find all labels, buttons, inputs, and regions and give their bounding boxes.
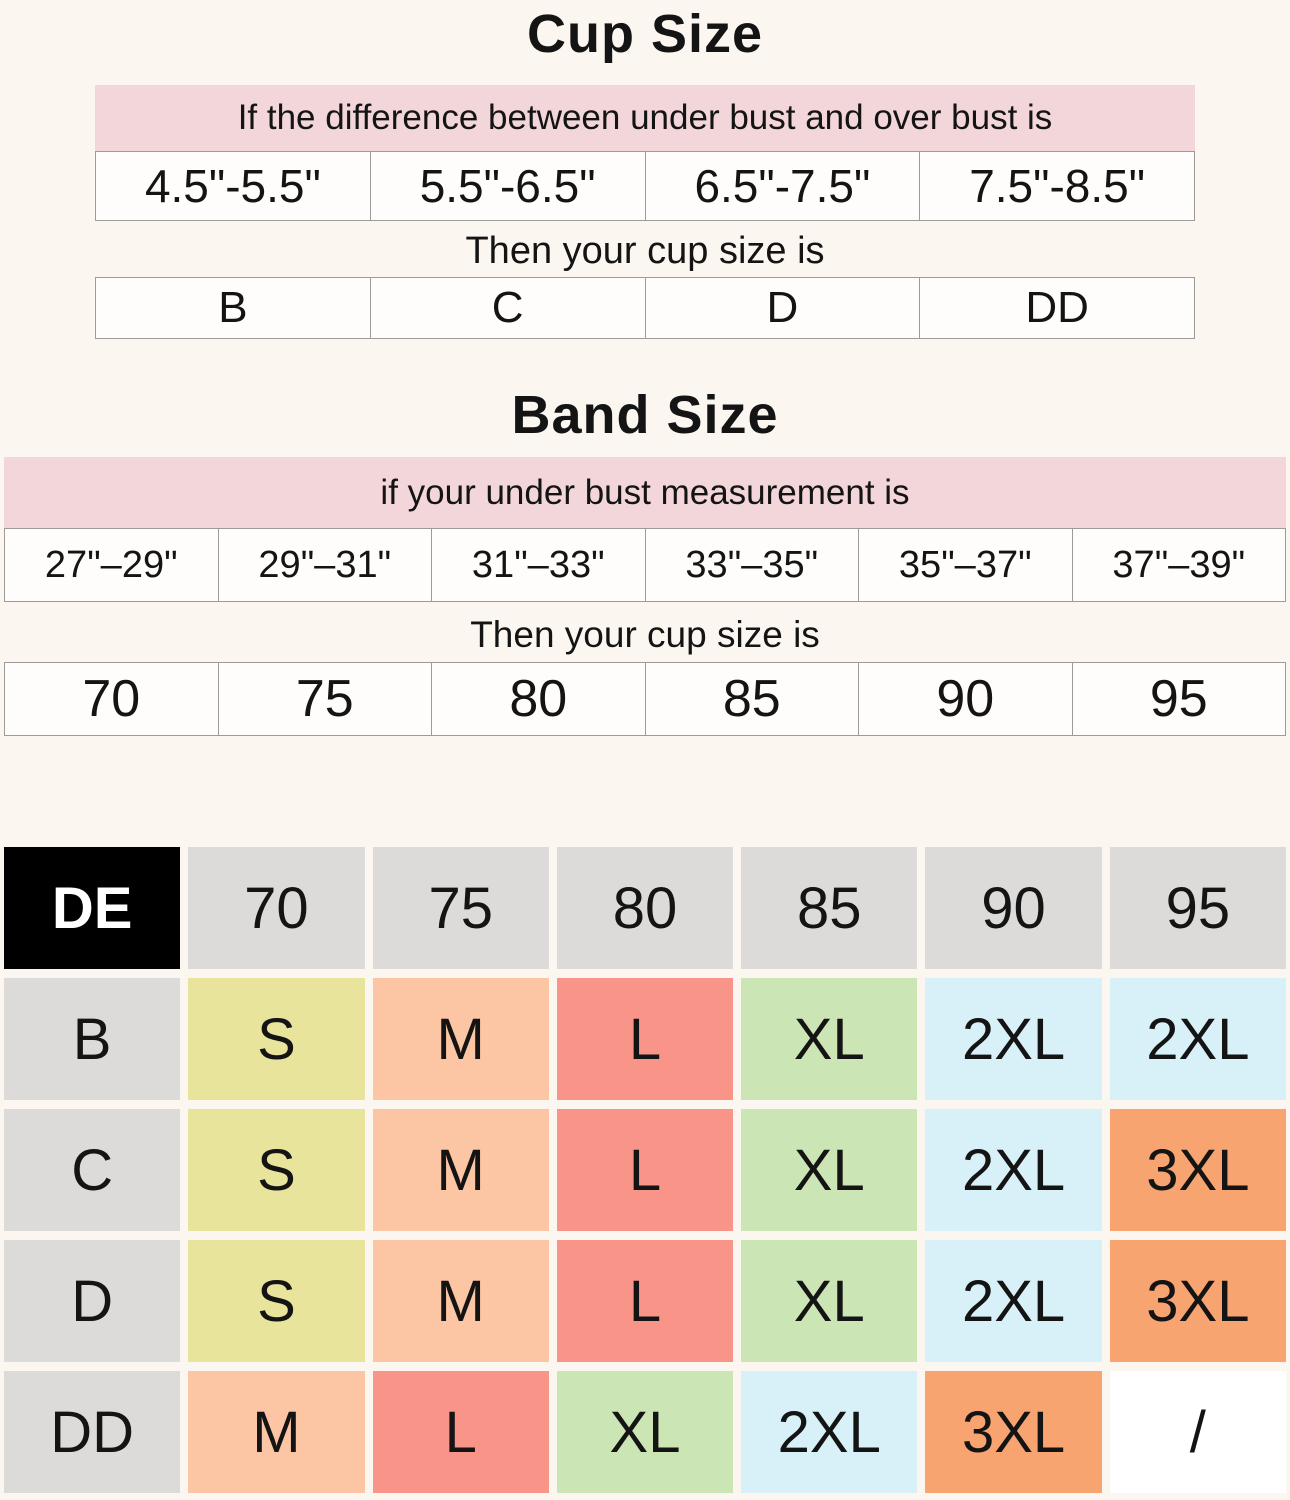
matrix-size-cell: M <box>372 978 549 1100</box>
matrix-size-cell: M <box>188 1371 365 1493</box>
matrix-size-cell: M <box>372 1240 549 1362</box>
matrix-size-cell: 2XL <box>741 1371 918 1493</box>
matrix-column-header: 80 <box>556 847 734 969</box>
cup-size-cell: DD <box>920 277 1195 339</box>
cup-banner: If the difference between under bust and… <box>95 85 1195 151</box>
band-size-cell: 85 <box>645 662 859 736</box>
matrix-row-header: C <box>4 1109 181 1231</box>
matrix-size-cell: L <box>372 1371 549 1493</box>
band-size-cell: 70 <box>4 662 219 736</box>
matrix-corner-cell: DE <box>4 847 181 969</box>
matrix-size-cell: L <box>556 1109 734 1231</box>
matrix-size-cell: 3XL <box>1109 1240 1286 1362</box>
matrix-size-cell: 2XL <box>925 1240 1102 1362</box>
cup-size-row: B C D DD <box>95 277 1195 339</box>
band-size-title: Band Size <box>511 385 779 445</box>
matrix-column-header: 85 <box>741 847 918 969</box>
matrix-size-cell: L <box>556 978 734 1100</box>
band-range-cell: 33"–35" <box>645 528 859 602</box>
matrix-size-cell: XL <box>556 1371 734 1493</box>
matrix-size-cell: 2XL <box>1109 978 1286 1100</box>
band-size-row: 70 75 80 85 90 95 <box>4 662 1286 736</box>
band-size-cell: 95 <box>1072 662 1286 736</box>
cup-size-cell: D <box>645 277 921 339</box>
matrix-size-cell: XL <box>741 1109 918 1231</box>
matrix-row-header: DD <box>4 1371 181 1493</box>
band-size-cell: 75 <box>218 662 432 736</box>
matrix-column-header: 95 <box>1109 847 1286 969</box>
cup-size-cell: B <box>95 277 371 339</box>
matrix-size-cell: S <box>188 1240 365 1362</box>
matrix-column-header: 70 <box>188 847 365 969</box>
cup-then-label: Then your cup size is <box>465 230 825 272</box>
size-matrix: DE 70 75 80 85 90 95 B S M L XL 2XL 2XL … <box>4 847 1286 1493</box>
matrix-column-header: 75 <box>372 847 549 969</box>
matrix-row-header: B <box>4 978 181 1100</box>
matrix-size-cell: 2XL <box>925 1109 1102 1231</box>
cup-size-cell: C <box>370 277 646 339</box>
matrix-size-cell: XL <box>741 978 918 1100</box>
matrix-size-cell: XL <box>741 1240 918 1362</box>
matrix-size-cell: 2XL <box>925 978 1102 1100</box>
cup-range-cell: 5.5"-6.5" <box>370 151 646 221</box>
matrix-size-cell: 3XL <box>1109 1109 1286 1231</box>
matrix-size-cell: S <box>188 978 365 1100</box>
cup-range-cell: 6.5"-7.5" <box>645 151 921 221</box>
cup-size-section: Cup Size If the difference between under… <box>0 0 1290 339</box>
band-range-cell: 37"–39" <box>1072 528 1286 602</box>
band-banner: if your under bust measurement is <box>4 457 1286 528</box>
matrix-column-header: 90 <box>925 847 1102 969</box>
cup-range-cell: 4.5"-5.5" <box>95 151 371 221</box>
matrix-size-cell: 3XL <box>925 1371 1102 1493</box>
band-range-cell: 35"–37" <box>859 528 1073 602</box>
band-range-cell: 29"–31" <box>218 528 432 602</box>
band-range-row: 27"–29" 29"–31" 31"–33" 33"–35" 35"–37" … <box>4 528 1286 602</box>
band-range-cell: 27"–29" <box>4 528 219 602</box>
band-size-cell: 80 <box>432 662 646 736</box>
band-then-label: Then your cup size is <box>470 614 820 655</box>
band-size-cell: 90 <box>859 662 1073 736</box>
cup-size-title: Cup Size <box>526 4 764 64</box>
matrix-size-cell: M <box>372 1109 549 1231</box>
matrix-size-cell: S <box>188 1109 365 1231</box>
matrix-size-cell: L <box>556 1240 734 1362</box>
cup-range-cell: 7.5"-8.5" <box>920 151 1195 221</box>
cup-range-row: 4.5"-5.5" 5.5"-6.5" 6.5"-7.5" 7.5"-8.5" <box>95 151 1195 221</box>
band-size-section: Band Size if your under bust measurement… <box>0 385 1290 736</box>
matrix-row-header: D <box>4 1240 181 1362</box>
band-range-cell: 31"–33" <box>432 528 646 602</box>
matrix-size-cell: / <box>1109 1371 1286 1493</box>
